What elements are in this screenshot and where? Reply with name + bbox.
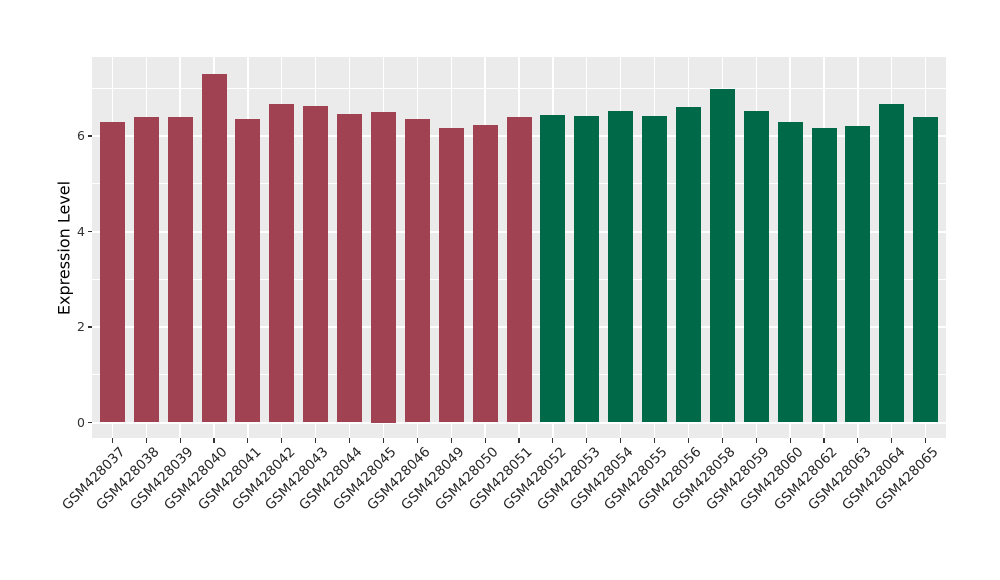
- x-tick-mark: [789, 438, 791, 443]
- bar-GSM428038: [133, 117, 159, 423]
- x-tick-mark: [179, 438, 181, 443]
- y-tick-mark: [87, 135, 92, 137]
- bar-GSM428049: [438, 128, 464, 423]
- bar-GSM428043: [303, 105, 329, 423]
- y-tick-mark: [87, 326, 92, 328]
- bar-GSM428040: [201, 73, 227, 423]
- x-tick-mark: [687, 438, 690, 443]
- bar-GSM428058: [709, 89, 735, 423]
- bar-GSM428044: [337, 113, 363, 423]
- x-tick-mark: [416, 438, 418, 443]
- chart-panel: [92, 57, 946, 438]
- x-tick-mark: [518, 438, 520, 443]
- x-tick-mark: [857, 438, 859, 443]
- x-tick-mark: [755, 438, 757, 443]
- bar-GSM428065: [913, 116, 939, 423]
- x-tick-mark: [382, 438, 385, 443]
- bar-GSM428039: [167, 117, 193, 423]
- x-tick-mark: [891, 438, 893, 443]
- x-tick-mark: [925, 438, 927, 443]
- bar-GSM428059: [743, 111, 769, 423]
- bar-GSM428056: [675, 107, 701, 423]
- y-tick-mark: [87, 421, 92, 424]
- bar-GSM428060: [777, 121, 803, 423]
- bar-GSM428064: [879, 104, 905, 423]
- y-axis-title: Expression Level: [54, 180, 74, 316]
- x-tick-mark: [450, 438, 452, 443]
- bar-GSM428045: [370, 112, 396, 423]
- bar-GSM428054: [608, 110, 634, 423]
- x-tick-mark: [145, 438, 147, 443]
- y-tick-label: 4: [77, 223, 85, 239]
- x-tick-mark: [281, 438, 283, 443]
- x-tick-mark: [484, 438, 486, 443]
- x-tick-mark: [721, 438, 723, 443]
- x-tick-mark: [213, 438, 215, 443]
- x-tick-mark: [586, 438, 588, 443]
- y-tick-mark: [87, 230, 92, 233]
- x-tick-mark: [620, 438, 622, 443]
- y-tick-label: 0: [77, 414, 85, 430]
- bar-GSM428042: [269, 104, 295, 423]
- y-tick-label: 2: [77, 319, 85, 334]
- bar-GSM428062: [811, 128, 837, 423]
- x-tick-mark: [315, 438, 317, 443]
- bar-GSM428053: [574, 115, 600, 423]
- x-tick-mark: [823, 438, 825, 443]
- bar-GSM428050: [472, 124, 498, 423]
- x-tick-mark: [552, 438, 554, 443]
- bar-GSM428052: [540, 115, 566, 423]
- bar-GSM428063: [845, 125, 871, 423]
- bar-GSM428037: [99, 121, 125, 423]
- x-tick-mark: [247, 438, 249, 443]
- bar-GSM428046: [404, 119, 430, 423]
- bar-GSM428041: [235, 118, 261, 423]
- x-tick-mark: [111, 438, 113, 443]
- bar-GSM428051: [506, 117, 532, 423]
- y-tick-label: 6: [77, 128, 85, 143]
- bar-GSM428055: [642, 115, 668, 423]
- x-tick-mark: [348, 438, 351, 443]
- x-tick-mark: [653, 438, 656, 443]
